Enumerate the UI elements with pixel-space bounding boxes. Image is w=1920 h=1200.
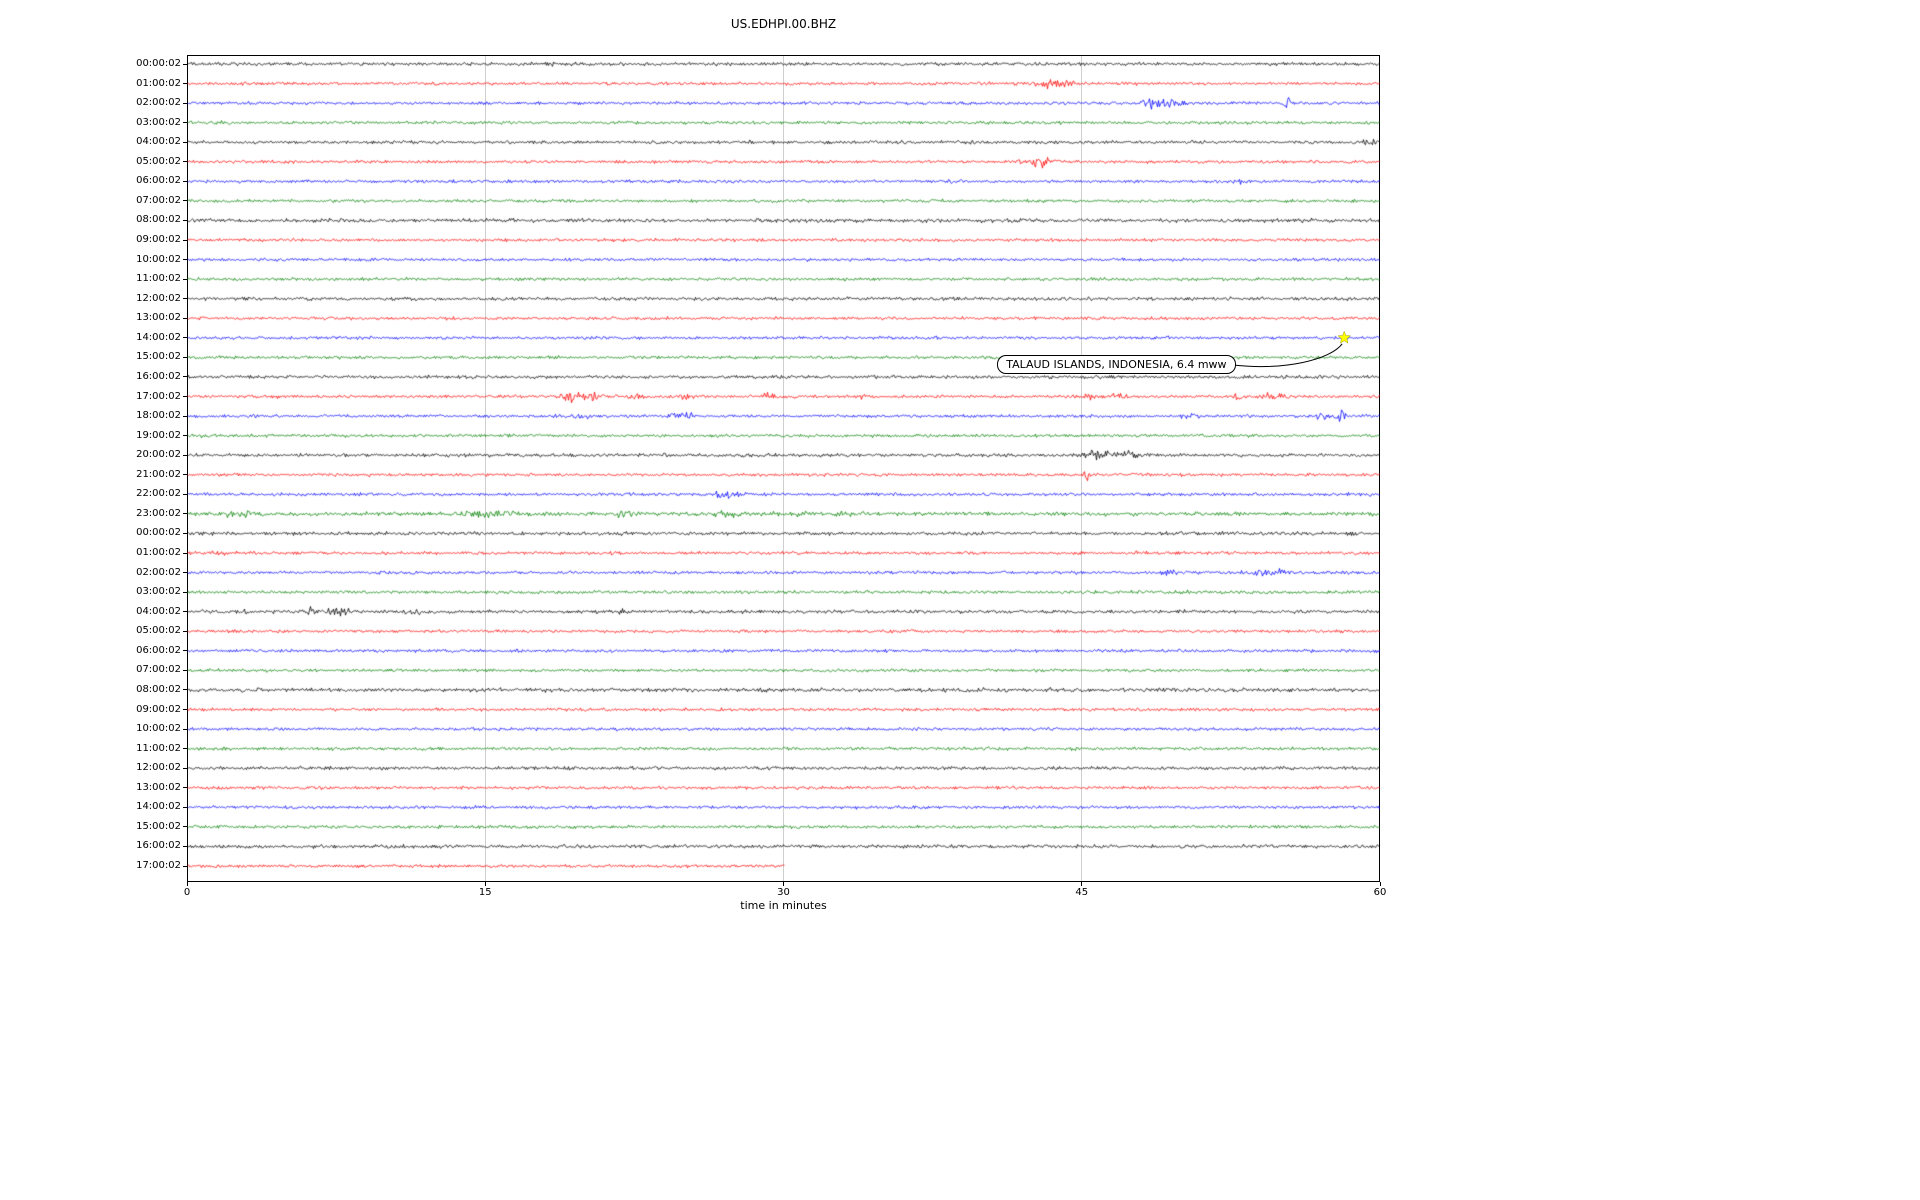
y-axis-label: 00:00:02 [136,527,181,539]
y-tick [183,768,187,769]
y-axis-label: 21:00:02 [136,468,181,480]
y-tick [183,376,187,377]
y-tick [183,474,187,475]
y-axis-label: 05:00:02 [136,155,181,167]
y-tick [183,748,187,749]
y-tick [183,259,187,260]
y-tick [183,64,187,65]
y-axis-label: 19:00:02 [136,429,181,441]
y-axis-label: 03:00:02 [136,586,181,598]
y-axis-label: 23:00:02 [136,507,181,519]
y-axis-label: 08:00:02 [136,214,181,226]
y-tick [183,846,187,847]
y-axis-label: 18:00:02 [136,410,181,422]
y-tick [183,103,187,104]
event-annotation: TALAUD ISLANDS, INDONESIA, 6.4 mww [997,354,1236,374]
y-tick [183,689,187,690]
y-axis-label: 07:00:02 [136,664,181,676]
y-axis-label: 03:00:02 [136,116,181,128]
y-tick [183,83,187,84]
y-axis-label: 10:00:02 [136,723,181,735]
y-tick [183,866,187,867]
y-tick [183,572,187,573]
x-tick-label: 30 [777,887,790,898]
y-tick [183,729,187,730]
y-axis-label: 04:00:02 [136,605,181,617]
y-tick [183,220,187,221]
y-axis-label: 02:00:02 [136,97,181,109]
y-tick [183,709,187,710]
y-tick [183,826,187,827]
y-tick [183,787,187,788]
x-tick [1380,882,1381,886]
y-tick [183,650,187,651]
y-axis-label: 10:00:02 [136,253,181,265]
y-tick [183,279,187,280]
chart-title: US.EDHPI.00.BHZ [730,17,837,31]
x-tick [783,882,784,886]
x-tick-label: 15 [478,887,492,898]
y-tick [183,807,187,808]
y-tick [183,142,187,143]
y-tick [183,396,187,397]
y-tick [183,611,187,612]
y-tick [183,240,187,241]
y-axis-label: 00:00:02 [136,58,181,69]
y-tick [183,513,187,514]
y-axis-label: 16:00:02 [136,370,181,382]
y-axis-label: 13:00:02 [136,312,181,324]
y-tick [183,318,187,319]
y-tick [183,416,187,417]
x-tick-label: 45 [1075,887,1089,898]
y-axis-label: 07:00:02 [136,194,181,206]
x-tick-label: 60 [1373,887,1387,898]
y-axis-label: 13:00:02 [136,781,181,793]
y-tick [183,357,187,358]
y-tick [183,592,187,593]
y-axis-label: 11:00:02 [136,273,181,285]
y-tick [183,298,187,299]
y-axis-label: 08:00:02 [136,683,181,695]
y-axis-label: 12:00:02 [136,762,181,774]
y-tick [183,631,187,632]
y-axis-label: 06:00:02 [136,644,181,656]
y-axis-label: 06:00:02 [136,175,181,187]
y-axis-label: 02:00:02 [136,566,181,578]
y-axis-label: 15:00:02 [136,351,181,363]
y-axis-label: 17:00:02 [136,860,181,871]
y-tick [183,200,187,201]
y-axis-label: 09:00:02 [136,234,181,246]
y-tick [183,181,187,182]
y-tick [183,161,187,162]
y-axis-label: 14:00:02 [136,331,181,343]
y-axis-label: 22:00:02 [136,488,181,500]
y-axis-label: 05:00:02 [136,625,181,637]
y-axis-label: 14:00:02 [136,801,181,813]
y-tick [183,670,187,671]
y-axis-label: 11:00:02 [136,742,181,754]
y-tick [183,553,187,554]
y-tick [183,494,187,495]
x-tick [1081,882,1082,886]
y-tick [183,533,187,534]
y-tick [183,455,187,456]
y-tick [183,337,187,338]
y-axis-label: 17:00:02 [136,390,181,402]
y-axis-label: 15:00:02 [136,820,181,832]
x-axis-title: time in minutes [740,899,827,912]
y-tick [183,122,187,123]
y-axis-label: 04:00:02 [136,136,181,148]
y-axis-label: 01:00:02 [136,547,181,559]
y-axis-label: 20:00:02 [136,449,181,461]
x-tick-label: 0 [183,887,191,898]
y-tick [183,435,187,436]
y-axis-label: 09:00:02 [136,703,181,715]
seismogram-canvas [187,55,1380,882]
y-axis-label: 16:00:02 [136,840,181,852]
y-axis-label: 01:00:02 [136,77,181,89]
y-axis-label: 12:00:02 [136,292,181,304]
x-tick [485,882,486,886]
x-tick [187,882,188,886]
